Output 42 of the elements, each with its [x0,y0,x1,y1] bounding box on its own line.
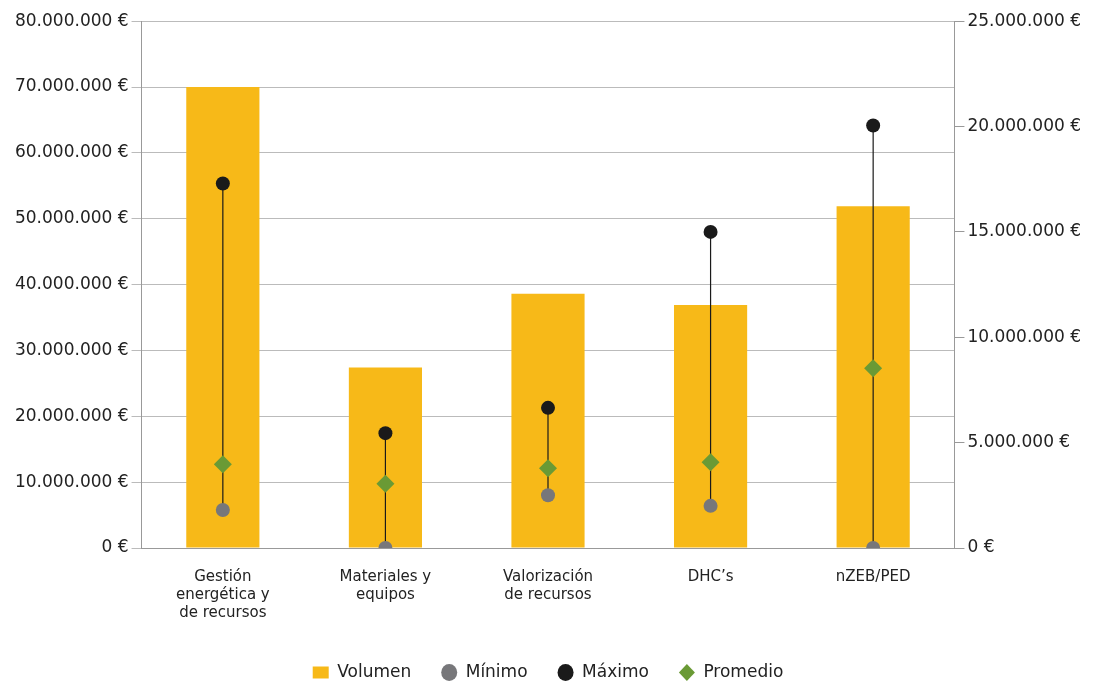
point [701,453,720,472]
y2-tick-label: 10.000.000 € [967,325,1082,346]
legend-label: Mínimo [465,660,528,681]
bar [836,206,910,548]
bar [674,305,748,548]
point [864,359,883,378]
legend-label: Volumen [337,660,412,681]
legend-label: Promedio [703,660,784,681]
y-tick-label: 10.000.000 € [14,470,129,491]
bar [511,293,585,548]
y-tick-label: 20.000.000 € [14,404,129,425]
point [215,503,230,518]
point [703,498,718,513]
point [376,474,395,493]
bar [348,367,422,548]
y2-tick-label: 25.000.000 € [967,9,1082,30]
x-tick-label: Gestión energética y de recursos [175,566,270,621]
y-tick-label: 70.000.000 € [14,75,129,96]
y2-tick-label: 5.000.000 € [967,431,1071,452]
x-tick-label: DHC’s [687,566,734,585]
y-tick-label: 80.000.000 € [14,9,129,30]
y-tick-label: 60.000.000 € [14,141,129,162]
x-tick-label: nZEB/PED [835,566,911,585]
point [378,426,393,441]
y2-tick-label: 15.000.000 € [967,220,1082,241]
x-tick-label: Materiales y equipos [339,566,432,603]
y-tick-label: 40.000.000 € [14,273,129,294]
x-tick-label: Valorización de recursos [502,566,594,603]
y-tick-label: 50.000.000 € [14,207,129,228]
point [539,459,557,478]
point [703,224,718,239]
point [541,488,555,503]
y2-tick-label: 0 € [967,536,995,557]
y-tick-label: 0 € [101,536,129,557]
point [213,455,232,474]
y-tick-label: 30.000.000 € [14,338,129,359]
y2-tick-label: 20.000.000 € [967,114,1082,135]
point [541,400,555,415]
point [866,118,881,133]
point [215,176,230,191]
legend-label: Máximo [582,660,649,681]
bar [186,87,260,548]
